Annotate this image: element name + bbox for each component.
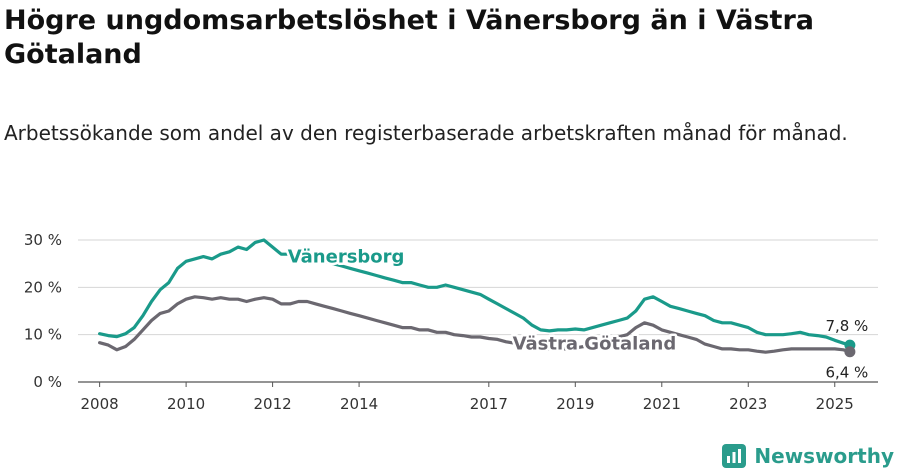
series-labels: Vänersborg Västra Götaland 7,8 % 6,4 %: [285, 244, 868, 382]
y-tick-label: 0 %: [33, 373, 62, 391]
end-point-vastra-gotaland: [844, 346, 856, 358]
x-tick-label: 2023: [729, 395, 767, 413]
x-tick-label: 2014: [340, 395, 378, 413]
y-tick-label: 20 %: [24, 278, 62, 296]
logo-icon: [722, 444, 747, 468]
series-line-vastra-gotaland: [98, 295, 852, 354]
series-label-vanersborg: Vänersborg: [288, 247, 405, 268]
x-tick-label: 2008: [81, 395, 119, 413]
newsworthy-logo: Newsworthy: [722, 444, 894, 468]
x-tick-label: 2010: [167, 395, 205, 413]
x-tick-label: 2019: [556, 395, 594, 413]
series-lines: [98, 238, 856, 358]
x-axis: 0 % 10 % 20 % 30 % 2008 2010 2012 2014 2017 2019 2…: [24, 231, 854, 413]
line-chart: 0 % 10 % 20 % 30 % 2008 2010 2012 2014 2017 2019 2…: [24, 231, 878, 413]
grid-lines: [78, 239, 878, 383]
y-tick-label: 10 %: [24, 326, 62, 344]
end-label-vastra-gotaland: 6,4 %: [825, 364, 868, 382]
brand-name: Newsworthy: [754, 444, 894, 468]
chart-title: Högre ungdomsarbetslöshet i Vänersborg ä…: [4, 5, 814, 70]
series-label-vastra-gotaland: Västra Götaland: [513, 333, 677, 354]
x-tick-label: 2017: [470, 395, 508, 413]
chart-subtitle: Arbetssökande som andel av den registerb…: [4, 121, 848, 145]
y-tick-label: 30 %: [24, 231, 62, 249]
x-tick-label: 2025: [816, 395, 854, 413]
series-line-vanersborg: [98, 238, 852, 347]
x-tick-label: 2012: [254, 395, 292, 413]
x-tick-label: 2021: [643, 395, 681, 413]
end-label-vanersborg: 7,8 %: [825, 317, 868, 335]
